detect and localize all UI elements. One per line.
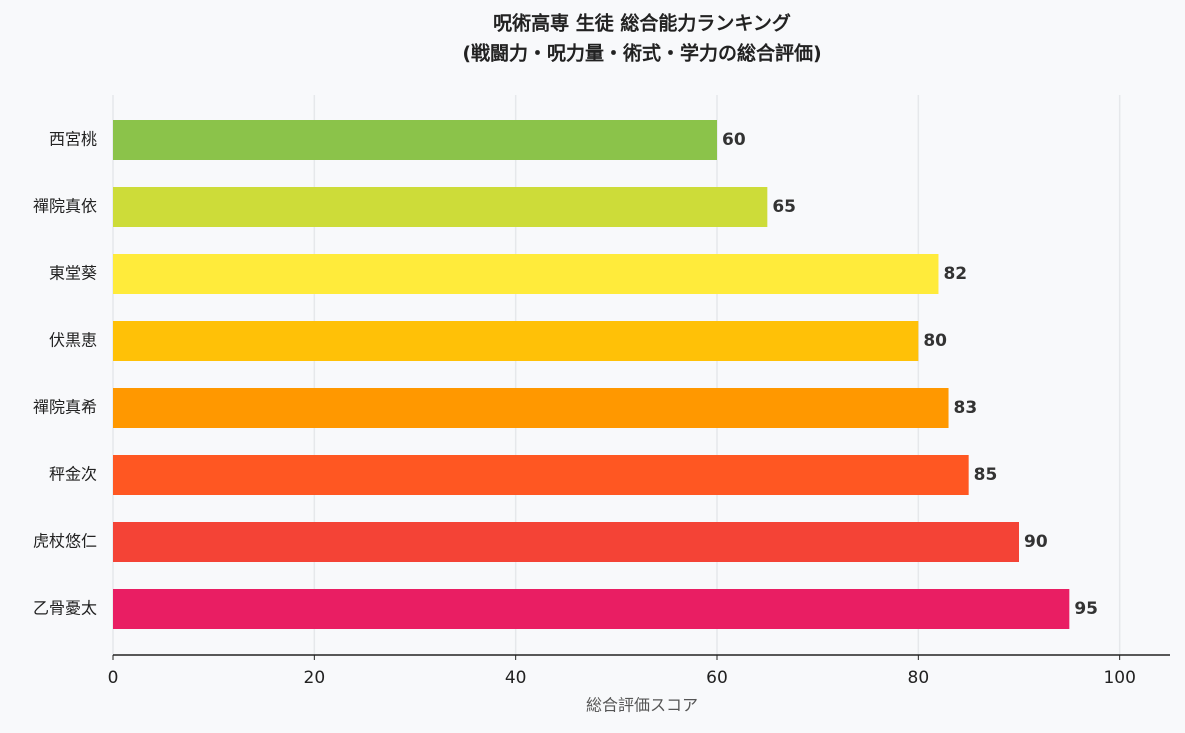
x-tick-label: 0 — [108, 668, 119, 688]
value-label: 65 — [772, 197, 796, 217]
bar — [113, 589, 1070, 629]
x-tick-label: 100 — [1103, 668, 1135, 688]
y-tick-label: 虎杖悠仁 — [33, 532, 97, 551]
y-tick-label: 乙骨憂太 — [33, 599, 97, 618]
bar — [113, 455, 969, 495]
chart-subtitle: (戦闘力・呪力量・術式・学力の総合評価) — [462, 42, 821, 65]
x-tick-label: 60 — [706, 668, 728, 688]
value-label: 90 — [1024, 532, 1048, 552]
value-label: 82 — [943, 264, 967, 284]
value-label: 60 — [722, 130, 746, 150]
y-tick-label: 東堂葵 — [49, 264, 97, 283]
x-tick-label: 40 — [505, 668, 527, 688]
x-axis-label: 総合評価スコア — [586, 696, 698, 715]
value-label: 95 — [1074, 599, 1098, 619]
value-label: 85 — [974, 465, 998, 485]
bar — [113, 254, 939, 294]
y-tick-label: 秤金次 — [49, 465, 97, 484]
bar — [113, 321, 919, 361]
bar — [113, 120, 717, 160]
bar — [113, 187, 768, 227]
y-tick-label: 西宮桃 — [49, 130, 97, 149]
value-label: 83 — [954, 398, 978, 418]
chart-title: 呪術高専 生徒 総合能力ランキング — [493, 12, 791, 35]
bar — [113, 388, 949, 428]
x-tick-label: 20 — [304, 668, 326, 688]
y-tick-label: 禪院真依 — [33, 197, 97, 216]
bar — [113, 522, 1019, 562]
x-tick-label: 80 — [908, 668, 930, 688]
y-tick-label: 禪院真希 — [33, 398, 97, 417]
y-tick-label: 伏黒恵 — [49, 331, 97, 350]
value-label: 80 — [923, 331, 947, 351]
